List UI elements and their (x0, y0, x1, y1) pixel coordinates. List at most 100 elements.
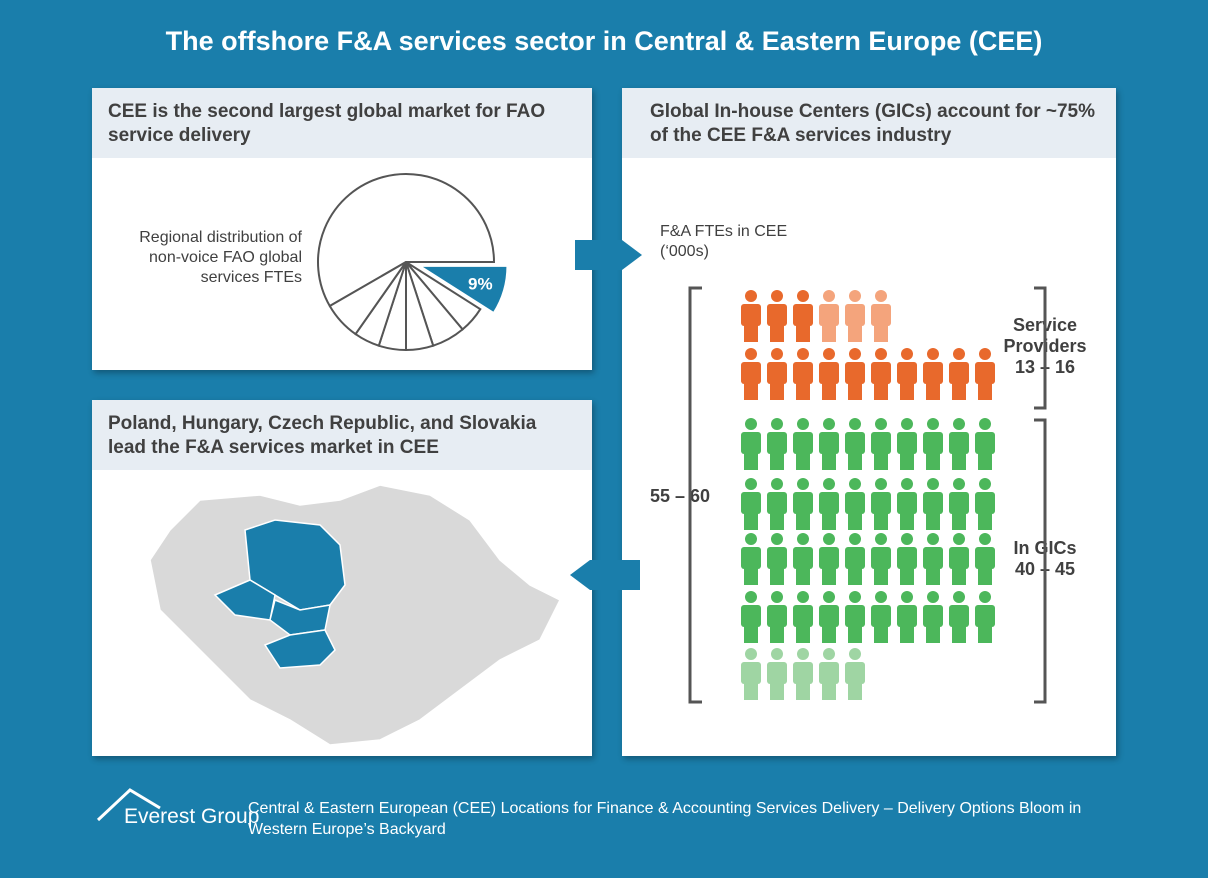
person-icon (770, 567, 784, 585)
brackets (688, 286, 1047, 704)
person-icon (745, 648, 757, 660)
person-icon (793, 662, 813, 684)
person-icon (849, 478, 861, 490)
person-icon (874, 567, 888, 585)
person-icon (927, 591, 939, 603)
person-icon (745, 348, 757, 360)
caption: Central & Eastern European (CEE) Locatio… (248, 800, 1082, 838)
person-icon (793, 547, 813, 569)
person-icon (975, 492, 995, 514)
person-icon (874, 512, 888, 530)
person-icon (770, 452, 784, 470)
person-icon (770, 625, 784, 643)
person-icon (797, 348, 809, 360)
person-icon (845, 432, 865, 454)
person-icon (819, 304, 839, 326)
person-icon (848, 625, 862, 643)
person-icon (796, 382, 810, 400)
person-icon (901, 591, 913, 603)
person-icon (823, 348, 835, 360)
person-icon (797, 478, 809, 490)
person-icon (745, 533, 757, 545)
person-icon (875, 290, 887, 302)
person-icon (901, 348, 913, 360)
person-icon (875, 478, 887, 490)
person-icon (741, 304, 761, 326)
person-icon (744, 452, 758, 470)
person-icon (745, 478, 757, 490)
person-icon (949, 362, 969, 384)
person-icon (900, 452, 914, 470)
pie-rest (317, 173, 496, 308)
person-icon (874, 382, 888, 400)
person-icon (823, 478, 835, 490)
brand: Everest Group (124, 805, 260, 828)
person-icon (848, 682, 862, 700)
person-icon (953, 533, 965, 545)
person-icon (793, 362, 813, 384)
person-icon (744, 567, 758, 585)
map (149, 484, 562, 746)
person-icon (822, 512, 836, 530)
person-icon (771, 478, 783, 490)
panel-heading: Global In-house Centers (GICs) account f… (622, 88, 1116, 158)
person-icon (871, 492, 891, 514)
person-icon (926, 567, 940, 585)
person-icon (900, 512, 914, 530)
person-icon (767, 362, 787, 384)
person-icon (770, 382, 784, 400)
person-icon (871, 432, 891, 454)
person-icon (979, 591, 991, 603)
panel-heading: CEE is the second largest global market … (92, 88, 592, 158)
person-icon (767, 605, 787, 627)
person-icon (741, 492, 761, 514)
person-icon (926, 512, 940, 530)
person-icon (822, 382, 836, 400)
person-icon (975, 362, 995, 384)
person-icon (822, 567, 836, 585)
person-icon (897, 547, 917, 569)
person-icon (845, 662, 865, 684)
person-icon (849, 648, 861, 660)
person-icon (901, 478, 913, 490)
person-icon (978, 452, 992, 470)
person-icon (923, 605, 943, 627)
total: 55 – 60 (650, 486, 711, 506)
person-icon (797, 648, 809, 660)
person-icon (796, 567, 810, 585)
person-icon (771, 348, 783, 360)
pie-label: Regional distribution of non-voice FAO g… (139, 229, 302, 286)
person-icon (796, 452, 810, 470)
person-icon (741, 432, 761, 454)
person-icon (953, 418, 965, 430)
person-icon (849, 348, 861, 360)
person-icon (848, 567, 862, 585)
person-icon (897, 432, 917, 454)
person-icon (953, 478, 965, 490)
person-icon (848, 452, 862, 470)
person-icon (926, 452, 940, 470)
person-icon (975, 547, 995, 569)
person-icon (745, 591, 757, 603)
person-icon (978, 567, 992, 585)
person-icon (797, 418, 809, 430)
person-icon (793, 492, 813, 514)
person-icon (927, 348, 939, 360)
person-icon (848, 512, 862, 530)
person-icon (926, 625, 940, 643)
arrow (570, 560, 640, 590)
person-icon (770, 682, 784, 700)
person-icon (949, 432, 969, 454)
person-icon (901, 418, 913, 430)
person-icon (770, 324, 784, 342)
person-icon (875, 591, 887, 603)
person-icon (819, 662, 839, 684)
person-icon (871, 362, 891, 384)
person-icon (979, 348, 991, 360)
person-icon (845, 492, 865, 514)
person-icon (744, 382, 758, 400)
person-icon (845, 362, 865, 384)
person-icon (979, 533, 991, 545)
subtitle: F&A FTEs in CEE (‘000s) (660, 223, 788, 260)
person-icon (849, 290, 861, 302)
